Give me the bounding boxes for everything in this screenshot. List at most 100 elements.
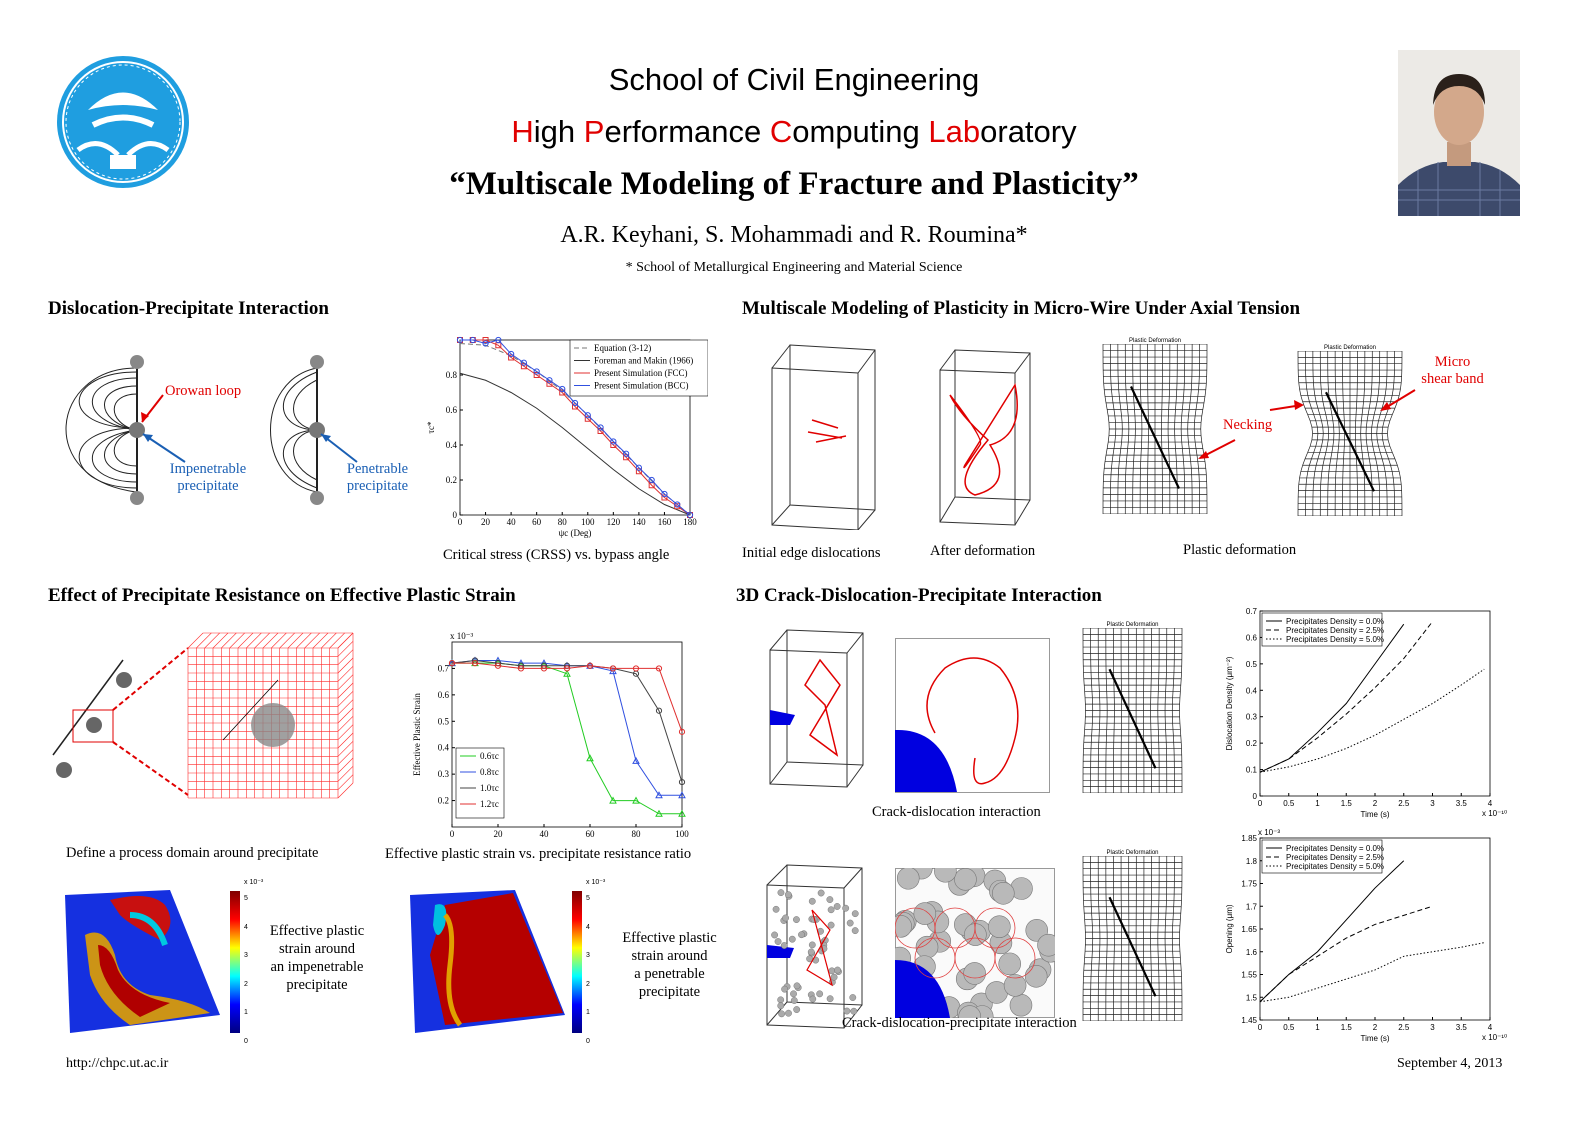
precipitate-sphere xyxy=(851,910,859,918)
data-point xyxy=(584,412,591,419)
data-point xyxy=(632,665,640,672)
crack-precip-box-3d xyxy=(762,860,880,1030)
series-line xyxy=(460,339,691,516)
data-point xyxy=(648,476,655,484)
orowan-loop-label: Orowan loop xyxy=(165,383,242,399)
strain-map-impenetrable xyxy=(60,885,260,1035)
crss-chart: 0 20 40 60 80 100 120 140 160 180 0 0.2 0.4 0.6 0.8 ψc … xyxy=(426,336,708,538)
y-tick-label: 0.2 xyxy=(438,796,449,806)
y-axis-label: Opening (μm) xyxy=(1225,904,1234,953)
mesh-grid xyxy=(1297,350,1403,517)
data-point xyxy=(610,442,617,448)
precipitate-sphere xyxy=(790,990,797,998)
x-tick-label: 60 xyxy=(586,829,596,839)
series-line xyxy=(460,339,691,516)
legend-label: 0.6τc xyxy=(480,751,499,761)
y-tick-label: 0.1 xyxy=(1246,766,1258,775)
colorbar-tick: 3 xyxy=(244,952,248,959)
wire-box-initial xyxy=(760,340,890,531)
precipitate-sphere xyxy=(798,931,805,939)
precipitate-sphere xyxy=(992,881,1015,905)
data-point xyxy=(597,424,604,431)
x-tick-label: 4 xyxy=(1488,1023,1493,1032)
x-tick-label: 40 xyxy=(507,517,516,527)
y-tick-label: 0.5 xyxy=(438,716,450,726)
footer-url[interactable]: http://chpc.ut.ac.ir xyxy=(66,1056,169,1071)
colorbar-1-ticks: 5 4 3 2 1 0 xyxy=(244,885,248,1056)
precipitate-sphere xyxy=(826,896,834,903)
legend-label: 1.2τc xyxy=(480,799,499,809)
x-tick-label: 1.5 xyxy=(1341,799,1353,808)
precipitate-sphere xyxy=(934,868,957,883)
precipitate-sphere xyxy=(988,915,1011,939)
crack-dislocation-view xyxy=(895,638,1050,793)
data-point xyxy=(469,336,476,344)
precipitate-sphere xyxy=(781,985,789,993)
caption-process-domain: Define a process domain around precipita… xyxy=(66,845,319,861)
x-tick-label: 100 xyxy=(675,829,689,839)
precipitate-sphere xyxy=(772,905,780,913)
precipitate-sphere xyxy=(895,915,912,938)
dislocation-arc xyxy=(994,937,1036,979)
y-tick-label: 0.4 xyxy=(1246,686,1258,695)
x-tick-label: 2.5 xyxy=(1398,1023,1410,1032)
mesh-grid xyxy=(1082,855,1183,1022)
data-point xyxy=(540,665,548,672)
precipitate-sphere xyxy=(777,1002,785,1010)
x-tick-label: 3 xyxy=(1430,1023,1435,1032)
x-tick-label: 140 xyxy=(632,517,646,527)
dislocation-density-chart: 0 0.5 1 1.5 2 2.5 3 3.5 4 0 0.1 0.2 0.3 0.4 0.5 0.6 0.7 T… xyxy=(1225,607,1507,819)
data-point xyxy=(559,389,566,396)
caption-strain-chart: Effective plastic strain vs. precipitate… xyxy=(385,846,692,862)
legend-box xyxy=(455,747,505,819)
legend-label: Precipitates Density = 5.0% xyxy=(1286,862,1384,871)
poster-title: “Multiscale Modeling of Fracture and Pla… xyxy=(449,166,1139,202)
y-tick-label: 0.7 xyxy=(1246,607,1258,616)
lab-name: High Performance Computing Laboratory xyxy=(0,114,1588,150)
dislocation-arc xyxy=(974,907,1016,949)
precipitate-sphere xyxy=(785,1009,792,1017)
precipitate-sphere xyxy=(963,962,986,985)
precipitate-sphere xyxy=(793,916,800,923)
y-tick-label: 0.8 xyxy=(446,370,458,380)
process-domain-diagram xyxy=(48,630,373,840)
x-tick-label: 0 xyxy=(1258,799,1263,808)
legend-box xyxy=(1261,839,1383,874)
lab-name-part: oratory xyxy=(980,114,1077,149)
x-tick-label: 1.5 xyxy=(1341,1023,1353,1032)
y-axis-label: Dislocation Density (μm⁻²) xyxy=(1225,656,1234,750)
colorbar-2-ticks: 5 4 3 2 1 0 xyxy=(586,885,590,1056)
data-point xyxy=(609,796,617,804)
shear-band xyxy=(1108,668,1157,769)
wire-box-after xyxy=(930,345,1040,530)
x-tick-label: 2 xyxy=(1373,799,1378,808)
precipitate-sphere xyxy=(842,904,850,912)
precipitate-sphere xyxy=(784,891,792,899)
x-tick-label: 2.5 xyxy=(1398,799,1410,808)
crack-mesh-2: Plastic Deformation xyxy=(1075,850,1190,1025)
x-tick-label: 0.5 xyxy=(1283,1023,1295,1032)
x-tick-label: 40 xyxy=(540,829,550,839)
precipitate-sphere xyxy=(833,903,841,910)
data-point xyxy=(686,511,694,519)
lab-name-part: Lab xyxy=(928,114,981,149)
section-title-microwire: Multiscale Modeling of Plasticity in Mic… xyxy=(742,298,1301,319)
data-point xyxy=(623,450,630,457)
x-tick-label: 0 xyxy=(450,829,455,839)
dislocation-loop xyxy=(806,909,833,987)
footer-date: September 4, 2013 xyxy=(1397,1056,1503,1071)
y-tick-label: 1.45 xyxy=(1241,1016,1257,1025)
y-exponent: x 10⁻³ xyxy=(1258,828,1280,837)
data-point xyxy=(632,756,640,764)
x-tick-label: 20 xyxy=(494,829,504,839)
x-tick-label: 80 xyxy=(558,517,568,527)
y-tick-label: 1.75 xyxy=(1241,880,1257,889)
x-exponent: x 10⁻¹⁰ xyxy=(1482,809,1507,818)
effective-strain-chart: 0 20 40 60 80 100 0.2 0.3 0.4 0.5 0.6 0.7 Effective … xyxy=(412,631,689,839)
colorbar-1-exp: x 10⁻³ xyxy=(244,879,264,886)
y-tick-label: 0.6 xyxy=(446,405,458,415)
data-point xyxy=(471,660,479,667)
impenetrable-label: Impenetrable precipitate xyxy=(169,461,247,494)
x-tick-label: 20 xyxy=(481,517,491,527)
data-point xyxy=(610,438,617,445)
